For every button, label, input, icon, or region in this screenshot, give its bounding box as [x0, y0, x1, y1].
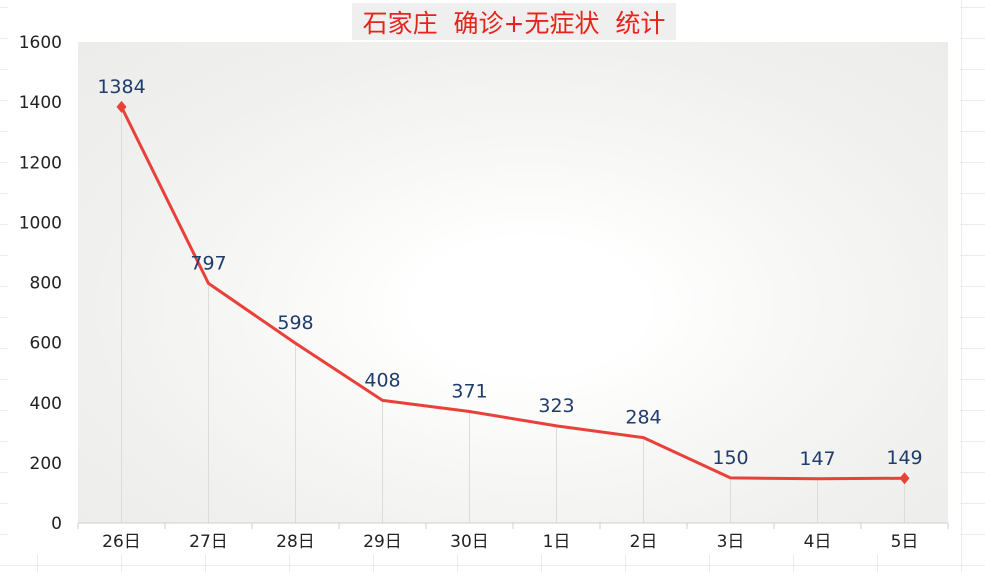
- data-label: 371: [451, 380, 487, 402]
- data-label: 150: [712, 447, 748, 469]
- y-tick-label: 800: [30, 274, 62, 294]
- data-label: 598: [277, 312, 313, 334]
- point-marker: [899, 472, 910, 485]
- data-label: 408: [364, 369, 400, 391]
- data-label: 284: [625, 407, 661, 429]
- data-label: 797: [190, 252, 226, 274]
- x-tick-label: 27日: [189, 532, 228, 552]
- y-tick-label: 200: [30, 454, 62, 474]
- y-tick-label: 1000: [19, 213, 62, 233]
- x-tick-label: 2日: [630, 532, 658, 552]
- x-tick-label: 29日: [363, 532, 402, 552]
- x-tick-label: 26日: [102, 532, 141, 552]
- y-tick-label: 400: [30, 394, 62, 414]
- y-tick-label: 1200: [19, 153, 62, 173]
- x-tick-label: 1日: [543, 532, 571, 552]
- x-tick-label: 30日: [450, 532, 489, 552]
- x-tick-label: 28日: [276, 532, 315, 552]
- plot-area: [78, 42, 948, 523]
- data-label: 323: [538, 395, 574, 417]
- x-tick-label: 5日: [891, 532, 919, 552]
- data-label: 149: [886, 447, 922, 469]
- y-tick-label: 600: [30, 334, 62, 354]
- x-tick-label: 4日: [804, 532, 832, 552]
- point-marker: [116, 100, 127, 113]
- data-label: 147: [799, 448, 835, 470]
- chart-title: 石家庄 确诊+无症状 统计: [362, 8, 666, 38]
- x-tick-label: 3日: [717, 532, 745, 552]
- y-tick-label: 1600: [19, 33, 62, 53]
- y-tick-label: 0: [51, 514, 62, 534]
- data-label: 1384: [97, 76, 145, 98]
- chart-title-box[interactable]: 石家庄 确诊+无症状 统计: [352, 3, 676, 40]
- series-line: [120, 106, 905, 481]
- y-tick-label: 1400: [19, 93, 62, 113]
